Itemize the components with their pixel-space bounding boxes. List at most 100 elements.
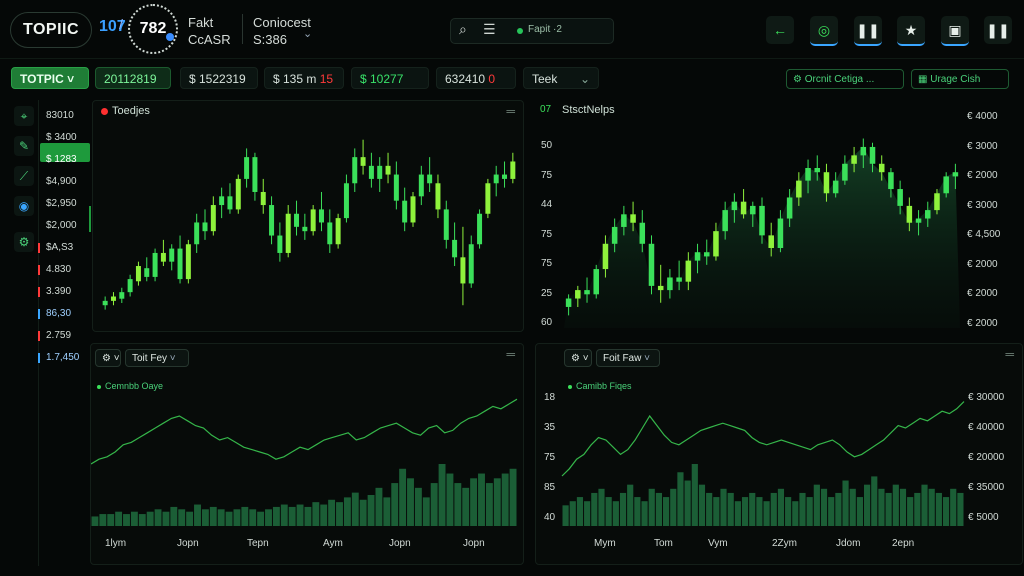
volume-bar xyxy=(777,488,785,526)
chevron-down-icon[interactable]: ⌄ xyxy=(303,28,313,40)
record-icon[interactable]: ◎ xyxy=(810,16,838,46)
candle-body xyxy=(294,213,300,227)
status-dot-icon xyxy=(517,28,523,34)
volume-bar xyxy=(170,506,178,526)
chart-panel-bottom-right[interactable]: ⚙ ˅ Foit Faw ˅ ═ Camibb Fiqes 18 35 75 85 40… xyxy=(535,343,1023,565)
app-logo[interactable]: TOPIIC xyxy=(10,12,92,48)
volume-bar xyxy=(272,506,280,526)
chart-settings-icon[interactable]: ⚙ ˅ xyxy=(95,349,121,367)
candlestick-chart xyxy=(102,139,516,310)
candle-body xyxy=(202,222,208,232)
globe-icon[interactable]: ◉ xyxy=(14,196,34,216)
candle-body xyxy=(335,218,341,245)
candle-body xyxy=(402,200,408,223)
back-arrow-icon[interactable]: ← xyxy=(766,16,794,44)
settings-icon[interactable]: ⚙ xyxy=(14,232,34,252)
candle-body xyxy=(621,214,627,227)
candle-body xyxy=(943,176,949,194)
candle-body xyxy=(260,191,266,206)
series-label: Camibb Fiqes xyxy=(568,381,632,391)
candle-body xyxy=(252,157,258,192)
y-tick-label: 18 xyxy=(544,392,556,403)
series-label-text: Cemnbb Oaye xyxy=(105,381,164,391)
ladder-price: $ 1283 xyxy=(46,154,77,165)
candle-body xyxy=(443,209,449,240)
ladder-price: 86,30 xyxy=(46,308,72,319)
volume-bar xyxy=(162,511,170,526)
y-tick-label: € 4,500 xyxy=(967,229,1001,240)
candle-body xyxy=(393,174,399,201)
candle-body xyxy=(796,180,802,198)
stat-low: 632410 0 xyxy=(436,67,516,89)
save-icon[interactable]: ▣ xyxy=(941,16,969,46)
chart-panel-top-right[interactable]: StsctNelps xyxy=(562,100,962,330)
stat-high-value: $ 10277 xyxy=(360,72,404,86)
context-selector[interactable]: Coniocest S:386 xyxy=(253,14,311,48)
orcnit-button[interactable]: ⚙ Orcnit Cetiga ... xyxy=(786,69,904,89)
candle-body xyxy=(310,209,316,232)
ticker-separator: / xyxy=(119,16,123,32)
candle-body xyxy=(485,183,491,214)
panel-menu-icon[interactable]: ═ xyxy=(506,104,515,118)
volume-bar xyxy=(806,497,813,526)
timeframe-dropdown[interactable]: Teek ⌄ xyxy=(523,67,599,89)
volume-bar xyxy=(734,501,741,526)
indicator-dropdown[interactable]: Toit Fey ˅ xyxy=(125,349,189,367)
symbol-dropdown[interactable]: TOTPIC ˅ xyxy=(11,67,89,89)
volume-bar xyxy=(641,501,648,526)
y-tick-label: € 5000 xyxy=(968,512,999,523)
volume-bar xyxy=(957,492,964,526)
y-tick-label: € 40000 xyxy=(968,422,1005,433)
volume-bar xyxy=(864,484,871,526)
ladder-change-mark xyxy=(38,243,40,253)
y-tick-label: € 3000 xyxy=(967,140,998,152)
pause-icon[interactable]: ❚❚ xyxy=(854,16,882,46)
chart-panel-bottom-left[interactable]: ⚙ ˅ Toit Fey ˅ ═ Cemnbb Oaye 1lym Jopn Tep… xyxy=(90,343,524,565)
star-icon[interactable]: ★ xyxy=(897,16,925,46)
volume-bar xyxy=(842,480,849,526)
volume-bar xyxy=(146,511,154,526)
line-volume-chart xyxy=(561,401,965,526)
candle-body xyxy=(611,226,618,244)
volume-bar xyxy=(698,484,706,526)
urage-button[interactable]: ▦ Urage Cish xyxy=(911,69,1009,89)
candle-body xyxy=(860,146,867,156)
candle-body xyxy=(740,201,747,215)
candle-body xyxy=(952,172,959,177)
y-tick-label: € 4000 xyxy=(967,111,998,122)
stat-market-cap: $ 135 m 15 xyxy=(264,67,344,89)
panel-menu-icon[interactable]: ═ xyxy=(506,347,515,361)
volume-bar xyxy=(763,501,770,526)
volume-bar xyxy=(576,497,584,526)
search-icon[interactable]: ⌕ xyxy=(459,21,467,37)
volume-bar xyxy=(785,497,792,526)
volume-bar xyxy=(509,468,517,526)
pause-icon-2[interactable]: ❚❚ xyxy=(984,16,1012,44)
volume-bar xyxy=(454,483,462,526)
ladder-price: $A,S3 xyxy=(46,242,74,253)
candle-body xyxy=(210,205,216,232)
chart-panel-top-left[interactable]: Toedjes ═ xyxy=(92,100,524,332)
trend-line-icon[interactable]: ⟋ xyxy=(14,166,34,186)
panel-menu-icon[interactable]: ═ xyxy=(1005,347,1014,361)
volume-bar xyxy=(462,487,470,526)
score-badge[interactable]: 782 xyxy=(128,4,178,54)
crosshair-icon[interactable]: ⌖ xyxy=(14,106,34,126)
price-ladder[interactable]: 83010 $ 3400 $ 1283 $4,900 $2,950 $2,000 $A,S3… xyxy=(38,100,90,380)
menu-icon[interactable]: ☰ xyxy=(483,21,496,37)
candle-body xyxy=(360,157,366,166)
series-line xyxy=(91,398,518,465)
volume-bar xyxy=(320,504,328,526)
brush-icon[interactable]: ✎ xyxy=(14,136,34,156)
chart-settings-icon[interactable]: ⚙ ˅ xyxy=(564,349,592,367)
volume-bar xyxy=(663,497,670,526)
y-tick-label: € 3000 xyxy=(967,199,998,211)
indicator-dropdown[interactable]: Foit Faw ˅ xyxy=(596,349,660,367)
volume-bar xyxy=(921,484,928,526)
ticker-number: 107 xyxy=(99,18,126,35)
volume-bar xyxy=(670,488,677,526)
y-tick-label: € 2000 xyxy=(967,317,998,329)
x-tick-label: Aym xyxy=(323,538,343,549)
candle-body xyxy=(731,201,738,211)
ladder-change-mark xyxy=(38,265,40,275)
